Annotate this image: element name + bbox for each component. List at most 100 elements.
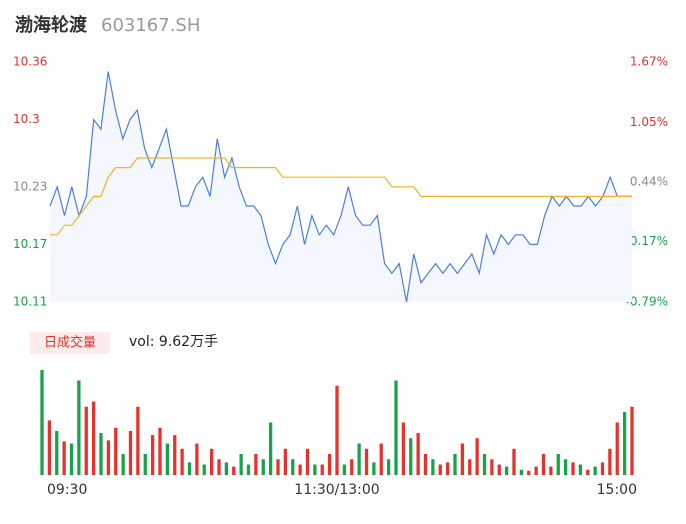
volume-bar (600, 462, 605, 475)
volume-bar (350, 459, 354, 475)
volume-bar (99, 433, 103, 475)
label-bg (30, 332, 110, 354)
volume-bar (409, 438, 413, 475)
y-tick-label: 10.3 (13, 112, 40, 126)
volume-bar (563, 459, 568, 475)
volume-bar (571, 462, 575, 475)
volume-bar (386, 459, 391, 475)
volume-bar (622, 412, 627, 475)
volume-bar (327, 454, 332, 475)
volume-bar (615, 422, 619, 475)
volume-bar (69, 443, 74, 475)
volume-bar (453, 454, 457, 475)
volume-bar (232, 466, 236, 475)
volume-bar (246, 464, 251, 475)
volume-bar (187, 462, 192, 475)
volume-bar (364, 448, 369, 475)
volume-bar (291, 459, 295, 475)
price-line (49, 71, 632, 303)
volume-bar (320, 464, 324, 475)
volume-bar (276, 459, 280, 475)
volume-bar (62, 441, 66, 475)
volume-bar (150, 435, 155, 475)
volume-total: vol: 9.62万手 (129, 334, 218, 350)
x-tick-label: 09:30 (47, 482, 87, 498)
volume-bar (541, 454, 546, 475)
volume-bar (556, 454, 560, 475)
volume-bar (143, 454, 147, 475)
volume-bar (84, 406, 88, 475)
volume-bar (114, 427, 118, 475)
y-tick-label: 10.11 (13, 295, 47, 309)
volume-bar (136, 406, 140, 475)
volume-bar (445, 462, 450, 475)
volume-bar (519, 469, 524, 475)
volume-bar (423, 454, 428, 475)
volume-bar (497, 464, 501, 475)
volume-bar (55, 430, 59, 475)
volume-bar (261, 459, 265, 475)
volume-bar (475, 438, 479, 475)
y2-tick-label: 0.44% (630, 175, 668, 189)
price-area (50, 71, 632, 302)
volume-bar (305, 448, 310, 475)
volume-bar (578, 464, 583, 475)
volume-bar (468, 459, 472, 475)
volume-bar (401, 422, 406, 475)
volume-bar (482, 454, 487, 475)
volume-bar (379, 443, 383, 475)
volume-bar (77, 380, 81, 475)
volume-bar (512, 448, 516, 475)
stock-code: 603167.SH (101, 15, 200, 36)
y2-tick-label: -0.17% (626, 234, 668, 248)
volume-bar (40, 370, 44, 475)
volume-bar (372, 462, 376, 475)
volume-bar (224, 462, 229, 475)
volume-bar (165, 443, 170, 475)
volume-bar (342, 464, 347, 475)
y2-tick-label: -0.79% (626, 295, 668, 309)
y-tick-label: 10.23 (13, 179, 47, 193)
volume-bar (490, 459, 494, 475)
volume-bar (121, 454, 125, 475)
volume-label: 日成交量 (44, 335, 96, 351)
volume-bar (180, 448, 184, 475)
volume-bar (586, 469, 590, 475)
volume-bar (416, 433, 420, 475)
volume-bar (283, 448, 288, 475)
volume-bar (298, 464, 302, 475)
volume-bar (593, 466, 597, 475)
volume-bar (209, 448, 214, 475)
volume-bar (357, 443, 361, 475)
volume-bar (313, 464, 317, 475)
volume-bar (91, 401, 96, 475)
volume-bar (608, 448, 612, 475)
volume-bar (549, 466, 553, 475)
y2-tick-label: 1.67% (630, 55, 668, 69)
volume-bar (527, 470, 531, 475)
volume-bar (158, 427, 162, 475)
volume-bar (202, 464, 206, 475)
volume-bar (173, 435, 177, 475)
volume-bar (438, 464, 442, 475)
y-tick-label: 10.17 (13, 237, 47, 251)
x-tick-label: 15:00 (597, 482, 637, 498)
x-tick-label: 11:30/13:00 (294, 482, 379, 498)
volume-bar (239, 454, 243, 475)
volume-bar (106, 440, 111, 475)
volume-bar (534, 466, 538, 475)
stock-name: 渤海轮渡 (15, 14, 88, 36)
volume-bar (195, 443, 199, 475)
y-tick-label: 10.36 (13, 55, 47, 69)
volume-bar (335, 385, 339, 475)
volume-bar (394, 380, 398, 475)
volume-bar (47, 420, 52, 475)
y2-tick-label: 1.05% (630, 115, 668, 129)
volume-bar (630, 406, 634, 475)
volume-bar (254, 454, 258, 475)
volume-bar (217, 459, 221, 475)
volume-bar (128, 430, 133, 475)
volume-bar (431, 459, 435, 475)
